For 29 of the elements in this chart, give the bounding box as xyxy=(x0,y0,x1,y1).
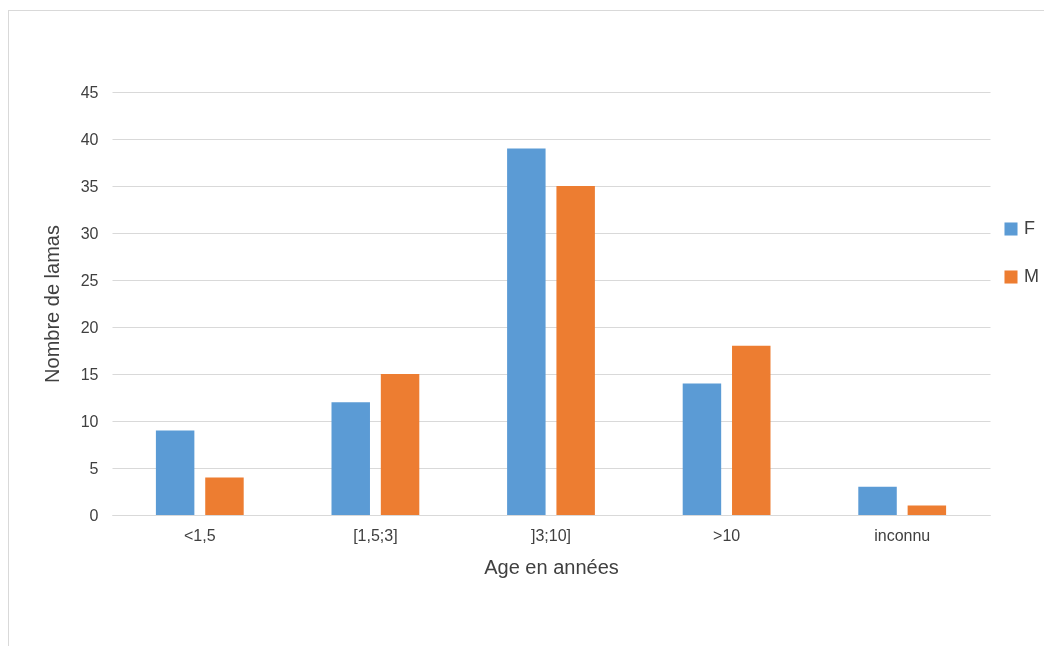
y-tick-label: 35 xyxy=(80,177,99,195)
bar xyxy=(556,186,595,515)
x-axis-title: Age en années xyxy=(484,555,619,578)
x-tick-label: inconnu xyxy=(874,526,931,544)
y-tick-label: 25 xyxy=(80,271,99,289)
legend-label: M xyxy=(1024,266,1039,286)
y-tick-label: 0 xyxy=(89,506,99,524)
bar xyxy=(205,477,244,515)
bar xyxy=(858,486,897,515)
y-tick-label: 40 xyxy=(80,130,99,148)
bar xyxy=(732,345,771,515)
y-tick-label: 5 xyxy=(89,459,99,477)
bar xyxy=(331,402,370,515)
x-tick-label: ]3;10] xyxy=(530,526,572,544)
y-tick-label: 10 xyxy=(80,412,99,430)
y-axis-title: Nombre de lamas xyxy=(40,225,63,383)
bar xyxy=(907,505,947,515)
y-tick-label: 15 xyxy=(80,365,99,383)
y-tick-label: 45 xyxy=(80,83,99,101)
y-tick-label: 30 xyxy=(80,224,99,242)
bar xyxy=(682,383,722,515)
legend-label: F xyxy=(1024,218,1035,238)
bar xyxy=(507,148,546,515)
bar xyxy=(155,430,195,515)
x-tick-label: >10 xyxy=(713,526,741,544)
bar xyxy=(380,374,420,515)
x-tick-label: <1,5 xyxy=(184,526,216,544)
y-tick-label: 20 xyxy=(80,318,99,336)
x-tick-label: [1,5;3] xyxy=(353,526,398,544)
